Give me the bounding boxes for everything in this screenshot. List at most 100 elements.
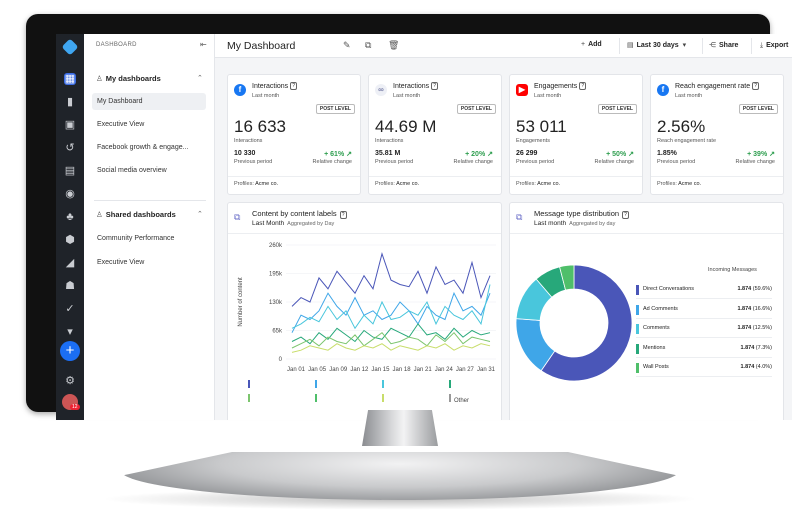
- legend-value: 1.874 (12.5%): [737, 325, 772, 331]
- my-dashboards-section[interactable]: ♙ My dashboards: [96, 74, 161, 83]
- badge-icon[interactable]: ⬢: [65, 234, 75, 246]
- bar-chart-icon[interactable]: ▮: [66, 96, 74, 108]
- share-button[interactable]: ⋲ Share: [709, 41, 738, 49]
- kpi-card[interactable]: f Reach engagement rate? Last month POST…: [650, 74, 784, 195]
- legend-swatch[interactable]: [449, 394, 451, 402]
- kpi-previous-label: Previous period: [657, 159, 696, 165]
- edit-pencil-icon[interactable]: ✎: [343, 40, 351, 50]
- legend-value: 1.874 (4.0%): [741, 364, 773, 370]
- donut-slice-0[interactable]: [540, 264, 633, 382]
- download-icon: ⤓: [760, 42, 764, 49]
- trend-up-icon: ↗: [769, 151, 775, 158]
- calendar-icon: ▤: [627, 42, 634, 49]
- series-line-2[interactable]: [291, 284, 491, 330]
- chevron-up-icon[interactable]: ⌃: [197, 75, 203, 82]
- kpi-name-label: Engagements: [534, 83, 578, 90]
- donut-slice-4[interactable]: [559, 264, 575, 291]
- legend-item[interactable]: Ad Comments 1.874 (16.6%): [636, 301, 772, 319]
- legend-percent: (16.6%): [751, 305, 772, 312]
- sidebar-item-my-dashboard[interactable]: My Dashboard: [92, 93, 206, 110]
- series-line-4[interactable]: [291, 331, 491, 349]
- thumbs-up-icon[interactable]: ✓: [65, 303, 75, 315]
- sidebar-item-social-media-overview[interactable]: Social media overview: [97, 167, 167, 174]
- kpi-previous-label: Previous period: [516, 159, 555, 165]
- kpi-value: 44.69 M: [375, 117, 437, 136]
- legend-item[interactable]: Comments 1.874 (12.5%): [636, 320, 772, 338]
- legend-swatch: [636, 343, 639, 354]
- legend-swatch[interactable]: [382, 380, 384, 388]
- trend-up-icon: ↗: [487, 151, 493, 158]
- dashboard-icon[interactable]: ▦: [64, 73, 76, 85]
- cart-icon[interactable]: ▾: [67, 326, 73, 338]
- bot-icon[interactable]: ☗: [65, 280, 75, 292]
- message-type-icon: ⧉: [516, 212, 523, 222]
- legend-item[interactable]: Wall Posts 1.874 (4.0%): [636, 359, 772, 377]
- trash-icon[interactable]: 🗑: [388, 40, 400, 50]
- kpi-value: 16 633: [234, 117, 286, 136]
- series-line-0[interactable]: [291, 252, 491, 307]
- target-icon[interactable]: ◉: [65, 188, 75, 200]
- help-icon[interactable]: ?: [752, 82, 760, 90]
- legend-swatch[interactable]: [248, 380, 250, 388]
- kpi-value-label: Reach engagement rate: [657, 138, 717, 144]
- chevron-up-icon[interactable]: ⌃: [197, 211, 203, 218]
- x-tick-label: Jan 21: [414, 367, 433, 373]
- legend-swatch[interactable]: [315, 394, 317, 402]
- series-line-3[interactable]: [291, 323, 491, 345]
- sidebar-item-facebook-growth[interactable]: Facebook growth & engage...: [97, 144, 189, 151]
- kpi-value-label: Engagements: [516, 138, 550, 144]
- help-icon[interactable]: ?: [622, 211, 630, 219]
- legend-item[interactable]: Mentions 1.874 (7.3%): [636, 340, 772, 358]
- legend-swatch: [636, 363, 639, 373]
- legend-item[interactable]: Direct Conversations 1.874 (59.6%): [636, 281, 772, 299]
- app-logo-icon[interactable]: [61, 38, 79, 56]
- kpi-period: Last month: [252, 93, 280, 99]
- panel-period-label: Last Month: [252, 220, 285, 227]
- kpi-previous-value: 35.81 M: [375, 150, 401, 157]
- legend-count: 1.874: [740, 344, 755, 351]
- series-line-1[interactable]: [291, 291, 491, 333]
- sidebar-item-executive-view[interactable]: Executive View: [97, 121, 145, 128]
- panel-title-label: Content by content labels: [252, 209, 337, 218]
- create-button[interactable]: +: [60, 341, 80, 361]
- kpi-footer-divider: [651, 176, 783, 177]
- panel-aggregation: Aggregated by Day: [287, 221, 335, 227]
- legend-swatch[interactable]: [382, 394, 384, 402]
- sidebar-item-community-performance[interactable]: Community Performance: [97, 235, 175, 242]
- settings-gear-icon[interactable]: ⚙: [65, 375, 75, 387]
- help-icon[interactable]: ?: [339, 211, 347, 219]
- series-line-5[interactable]: [291, 343, 491, 353]
- help-icon[interactable]: ?: [579, 82, 587, 90]
- history-icon[interactable]: ↺: [65, 142, 75, 154]
- duplicate-icon[interactable]: ⧉: [365, 40, 372, 50]
- export-button[interactable]: ⤓Export▾: [760, 41, 792, 50]
- people-icon[interactable]: ♣: [66, 211, 74, 223]
- kpi-change: + 50% ↗: [606, 150, 634, 158]
- profiles-value: Acme co.: [537, 181, 561, 187]
- help-icon[interactable]: ?: [290, 82, 298, 90]
- legend-swatch[interactable]: [248, 394, 250, 402]
- kpi-card[interactable]: ∞ Interactions? Last month POST LEVEL 44…: [368, 74, 502, 195]
- shared-dashboards-section[interactable]: ♙ Shared dashboards: [96, 210, 176, 219]
- profiles-value: Acme co.: [678, 181, 702, 187]
- donut-legend-title: Incoming Messages: [708, 267, 757, 273]
- help-icon[interactable]: ?: [431, 82, 439, 90]
- shared-dashboards-label: Shared dashboards: [105, 210, 176, 219]
- collapse-sidebar-icon[interactable]: ⇤: [200, 40, 207, 49]
- kpi-change-value: + 39%: [747, 151, 768, 158]
- kpi-name: Reach engagement rate?: [675, 82, 760, 90]
- kpi-card[interactable]: ▶ Engagements? Last month POST LEVEL 53 …: [509, 74, 643, 195]
- kpi-card[interactable]: f Interactions? Last month POST LEVEL 16…: [227, 74, 361, 195]
- add-button[interactable]: + Add: [581, 41, 602, 48]
- panel-period: Last month Aggregated by day: [534, 220, 615, 227]
- calendar-icon[interactable]: ▤: [64, 165, 76, 177]
- legend-swatch[interactable]: [449, 380, 451, 388]
- legend-other-label[interactable]: Other: [454, 398, 469, 404]
- legend-swatch[interactable]: [315, 380, 317, 388]
- sidebar-item-shared-executive-view[interactable]: Executive View: [97, 259, 145, 266]
- megaphone-icon[interactable]: ◢: [65, 257, 75, 269]
- image-icon[interactable]: ▣: [64, 119, 76, 131]
- share-button-label: Share: [719, 42, 739, 49]
- date-range-select[interactable]: ▤ Last 30 days ▾: [627, 41, 689, 49]
